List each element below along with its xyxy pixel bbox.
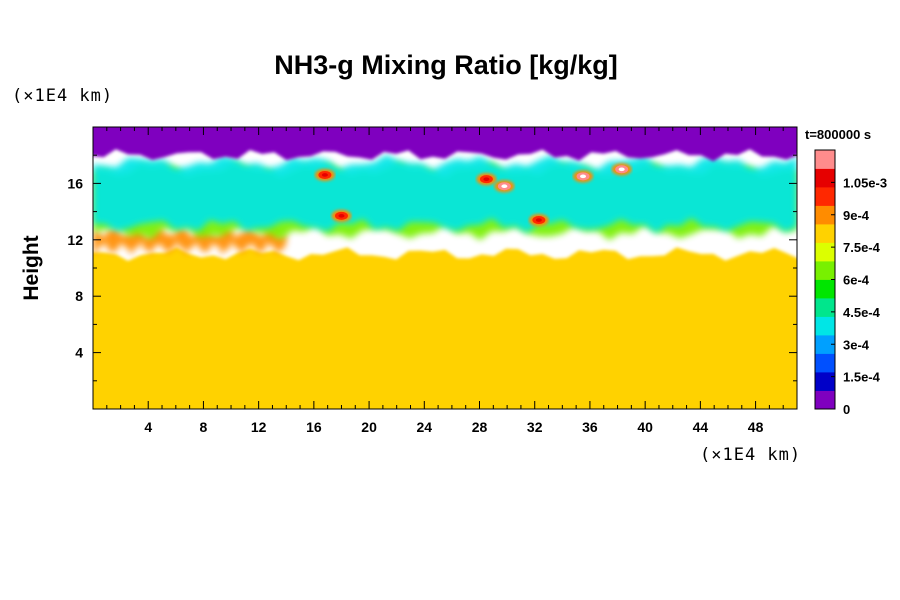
colorbar-tick-label: 7.5e-4 bbox=[843, 240, 881, 255]
colorbar-tick-label: 0 bbox=[843, 402, 850, 417]
x-tick-label: 28 bbox=[472, 419, 488, 435]
hotspot-core bbox=[321, 173, 328, 177]
colorbar-tick-label: 1.05e-3 bbox=[843, 175, 887, 190]
colorbar-swatch bbox=[815, 298, 835, 317]
chart-title: NH3-g Mixing Ratio [kg/kg] bbox=[274, 50, 618, 80]
colorbar-tick-label: 9e-4 bbox=[843, 208, 870, 223]
colorbar-swatch bbox=[815, 261, 835, 280]
colorbar-swatch bbox=[815, 335, 835, 354]
x-tick-label: 8 bbox=[200, 419, 208, 435]
y-tick-label: 4 bbox=[75, 345, 83, 361]
y-axis-label: Height bbox=[20, 235, 43, 300]
y-tick-label: 8 bbox=[75, 288, 83, 304]
heatmap-layer bbox=[93, 247, 797, 409]
y-unit-label: (×1E4 km) bbox=[12, 86, 113, 106]
x-tick-label: 12 bbox=[251, 419, 267, 435]
colorbar-swatch bbox=[815, 390, 835, 410]
x-tick-label: 24 bbox=[417, 419, 433, 435]
colorbar-swatch bbox=[815, 242, 835, 262]
colorbar-tick-label: 4.5e-4 bbox=[843, 305, 881, 320]
plot-area bbox=[93, 127, 797, 409]
x-tick-label: 48 bbox=[748, 419, 764, 435]
colorbar-swatch bbox=[815, 187, 835, 206]
hotspot-core bbox=[338, 214, 345, 218]
x-tick-label: 40 bbox=[637, 419, 653, 435]
colorbar-tick-label: 6e-4 bbox=[843, 273, 870, 288]
x-tick-label: 16 bbox=[306, 419, 322, 435]
colorbar-swatch bbox=[815, 316, 835, 336]
colorbar-swatch bbox=[815, 224, 835, 243]
y-tick-label: 16 bbox=[67, 175, 83, 191]
colorbar-tick-label: 3e-4 bbox=[843, 337, 870, 352]
colorbar-swatch bbox=[815, 279, 835, 299]
colorbar-swatch bbox=[815, 168, 835, 188]
colorbar: 0 1.5e-4 3e-4 4.5e-4 6e-4 7.5e-4 9e-4 1.05e-3 bbox=[814, 149, 887, 417]
colorbar-swatch bbox=[815, 372, 835, 391]
hotspot-core bbox=[535, 218, 542, 222]
x-tick-label: 32 bbox=[527, 419, 543, 435]
x-unit-label: (×1E4 km) bbox=[700, 445, 801, 465]
hotspot-core bbox=[618, 167, 625, 172]
heatmap-layer bbox=[93, 127, 797, 162]
x-tick-label: 44 bbox=[693, 419, 709, 435]
hotspot-core bbox=[501, 184, 508, 189]
x-tick-label: 20 bbox=[361, 419, 377, 435]
colorbar-swatch bbox=[815, 205, 835, 225]
colorbar-swatch bbox=[815, 353, 835, 373]
x-tick-label: 4 bbox=[144, 419, 152, 435]
colorbar-tick-label: 1.5e-4 bbox=[843, 370, 881, 385]
time-label: t=800000 s bbox=[805, 127, 871, 142]
hotspot-core bbox=[483, 177, 490, 181]
y-tick-label: 12 bbox=[67, 232, 83, 248]
colorbar-swatch bbox=[815, 150, 835, 169]
hotspot-core bbox=[580, 174, 587, 179]
x-tick-label: 36 bbox=[582, 419, 598, 435]
